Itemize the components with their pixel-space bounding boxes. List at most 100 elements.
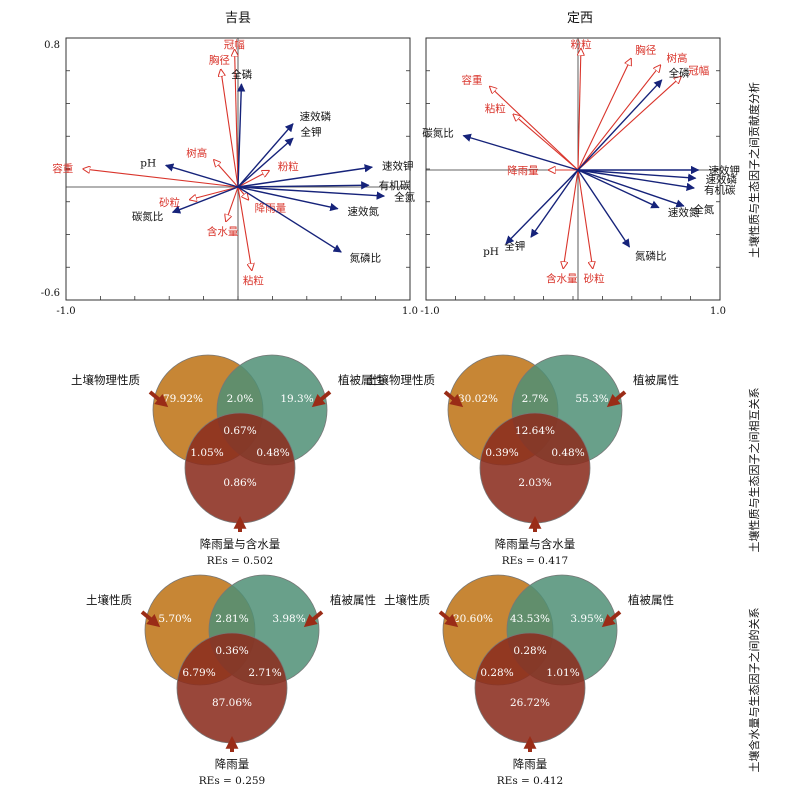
- venn-value-soil: 5.70%: [158, 613, 191, 625]
- factor-vector-6: [237, 186, 386, 200]
- factor-vector-label-4: 速效钾: [382, 160, 414, 173]
- venn-label-soil: 土壤性质: [86, 593, 132, 607]
- row-label-2: 土壤性质与生态因子之间相互关系: [747, 388, 761, 553]
- soil-vector-4: [237, 171, 269, 188]
- pointer-veg-icon: [311, 390, 332, 408]
- soil-vector-label-3: 冠幅: [688, 64, 709, 77]
- pointer-soil-icon: [148, 390, 169, 408]
- pointer-rain-icon: [523, 736, 537, 752]
- venn-value-center: 12.64%: [515, 425, 555, 437]
- soil-vector-label-8: 砂粒: [584, 272, 605, 285]
- venn-value-rain: 87.06%: [212, 697, 252, 709]
- factor-vector-1: [462, 133, 579, 171]
- title-left: 吉县: [225, 11, 251, 26]
- venn-value-soil-veg: 2.81%: [215, 613, 248, 625]
- soil-vector-label-3: 树高: [186, 146, 207, 159]
- venn-value-soil-rain: 1.05%: [190, 447, 223, 459]
- venn-value-veg-rain: 0.48%: [551, 447, 584, 459]
- soil-vector-4: [490, 86, 579, 171]
- soil-vector-7: [563, 169, 579, 268]
- soil-vector-label-6: 降雨量: [507, 164, 539, 177]
- xtick-right-left: 1.0: [402, 306, 418, 317]
- pointer-veg-icon: [601, 610, 622, 628]
- factor-vector-5: [237, 181, 370, 190]
- factor-vector-label-0: 全磷: [669, 67, 690, 80]
- factor-vector-4: [577, 169, 695, 192]
- xtick-left-left: -1.0: [56, 306, 75, 317]
- factor-vector-label-3: pH: [140, 157, 156, 169]
- venn-value-soil-rain: 0.28%: [480, 667, 513, 679]
- soil-vector-6: [226, 186, 239, 221]
- factor-vector-8: [171, 186, 239, 214]
- venn-value-rain: 26.72%: [510, 697, 550, 709]
- venn-res-value: REs = 0.417: [502, 555, 569, 567]
- row-label-1: 土壤性质与生态因子之间贡献度分析: [747, 82, 761, 258]
- ytick-bottom-left: -0.6: [41, 288, 60, 299]
- soil-vector-3: [214, 160, 239, 188]
- soil-vector-label-2: 容重: [52, 162, 73, 175]
- factor-vector-label-8: pH: [483, 246, 499, 258]
- venn-value-soil: 20.60%: [453, 613, 493, 625]
- venn-label-vegetation: 植被属性: [628, 593, 674, 607]
- factor-vector-6: [577, 169, 660, 209]
- venn-value-soil-veg: 2.0%: [227, 393, 254, 405]
- pointer-soil-icon: [438, 610, 459, 628]
- factor-vector-label-6: 速效氮: [668, 206, 700, 219]
- soil-vector-1: [577, 59, 631, 171]
- soil-vector-2: [577, 65, 660, 171]
- soil-vector-label-8: 粘粒: [243, 274, 264, 287]
- venn-label-soil: 土壤物理性质: [366, 373, 435, 387]
- soil-vector-5: [513, 114, 579, 171]
- factor-vector-9: [237, 186, 342, 253]
- venn-value-center: 0.67%: [223, 425, 256, 437]
- soil-vector-label-1: 胸径: [209, 54, 230, 67]
- pointer-veg-icon: [303, 610, 324, 628]
- soil-vector-1: [221, 70, 239, 188]
- factor-vector-label-5: 全氮: [693, 203, 714, 216]
- soil-vector-label-5: 砂粒: [159, 196, 180, 209]
- soil-vector-8: [237, 186, 252, 270]
- venn-label-soil: 土壤性质: [384, 593, 430, 607]
- factor-vector-label-7: 速效氮: [348, 205, 380, 218]
- soil-vector-label-6: 含水量: [207, 225, 239, 238]
- factor-vector-7: [530, 169, 579, 238]
- venn-label-rain: 降雨量与含水量: [200, 537, 281, 551]
- factor-vector-label-2: 速效钾: [709, 164, 741, 177]
- venn-value-veg: 3.95%: [570, 613, 603, 625]
- pointer-rain-icon: [528, 516, 542, 532]
- factor-vector-label-4: 有机碳: [704, 184, 736, 197]
- factor-vector-label-1: 速效磷: [300, 110, 332, 123]
- venn-value-soil: 30.02%: [458, 393, 498, 405]
- factor-vector-7: [237, 186, 339, 212]
- soil-vector-3: [577, 77, 681, 171]
- venn-value-veg-rain: 1.01%: [546, 667, 579, 679]
- factor-vector-3: [577, 169, 697, 182]
- row-label-3: 土壤含水量与生态因子之间的关系: [747, 608, 761, 773]
- factor-vector-label-9: 氮磷比: [350, 251, 382, 264]
- venn-res-value: REs = 0.259: [199, 775, 266, 787]
- venn-value-veg-rain: 0.48%: [256, 447, 289, 459]
- soil-vector-label-5: 粘粒: [485, 102, 506, 115]
- soil-vector-2: [83, 169, 239, 188]
- factor-vector-3: [164, 163, 239, 188]
- soil-vector-label-1: 胸径: [635, 44, 656, 57]
- venn-label-rain: 降雨量: [513, 757, 548, 771]
- factor-vector-4: [237, 164, 373, 188]
- xtick-left-right: -1.0: [420, 306, 439, 317]
- venn-value-soil-veg: 43.53%: [510, 613, 550, 625]
- factor-vector-2: [237, 137, 294, 188]
- venn-value-soil-veg: 2.7%: [522, 393, 549, 405]
- pointer-rain-icon: [225, 736, 239, 752]
- venn-value-soil-rain: 6.79%: [182, 667, 215, 679]
- factor-vector-label-9: 氮磷比: [635, 249, 667, 262]
- venn-label-vegetation: 植被属性: [330, 593, 376, 607]
- factor-vector-label-3: 速效磷: [706, 173, 738, 186]
- venn-res-value: REs = 0.412: [497, 775, 564, 787]
- venn-value-veg: 19.3%: [280, 393, 313, 405]
- venn-value-rain: 0.86%: [223, 477, 256, 489]
- venn-dingxi-moisture: 20.60% 43.53% 3.95%0.28%0.28% 1.01%26.72%土壤…: [384, 574, 674, 787]
- factor-vector-8: [505, 169, 579, 245]
- venn-label-soil: 土壤物理性质: [71, 373, 140, 387]
